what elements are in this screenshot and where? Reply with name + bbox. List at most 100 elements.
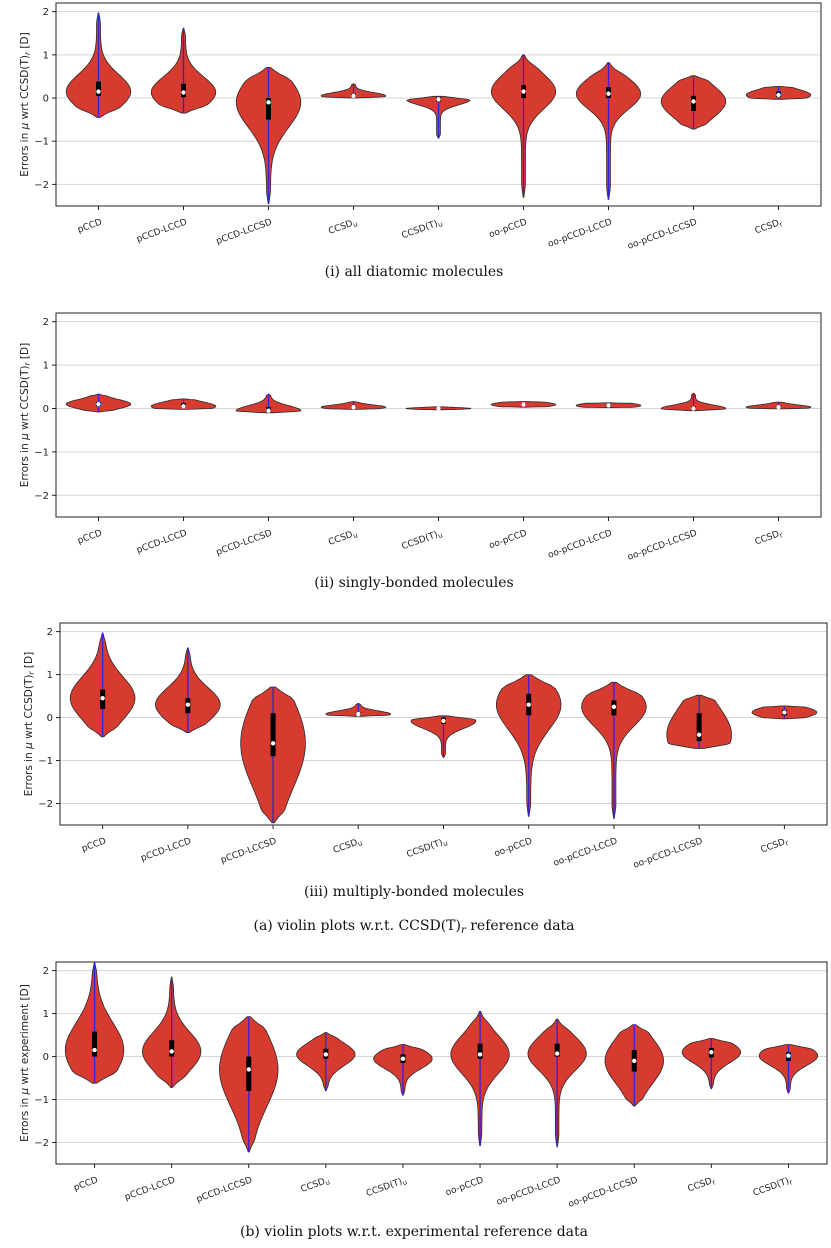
violin-median [436, 406, 441, 411]
x-tick-label: CCSD(T)u [400, 217, 443, 242]
x-tick-label: pCCD [76, 528, 103, 546]
violin-median [181, 90, 186, 95]
violin-chart-1: −2 −1 0 1 2 Errors in μ wrt CCSD(T)r [D] pCCD p… [19, 2, 822, 252]
x-tick-label: oo-pCCD [493, 836, 534, 859]
violin-median [356, 711, 361, 717]
x-tick-label: pCCD-LCCSD [220, 836, 279, 865]
violin-median [521, 402, 526, 407]
x-tick-label: CCSD(T)r [752, 1175, 794, 1199]
x-tick-label: oo-pCCD-LCCD [547, 528, 614, 560]
violin-median [96, 401, 101, 407]
violin-median [696, 732, 702, 737]
y-tick-label: 1 [47, 670, 53, 681]
violin-median [691, 406, 696, 411]
x-tick-label: pCCD [76, 217, 103, 235]
plot-frame [55, 961, 828, 1165]
violin-median [606, 403, 611, 408]
caption-panel-b: (b) violin plots w.r.t. experimental ref… [240, 1224, 588, 1240]
y-tick-label: 2 [47, 627, 53, 638]
x-tick-label: pCCD-LCCD [123, 1175, 176, 1203]
violin-median [554, 1051, 560, 1056]
violin-median [691, 99, 696, 104]
y-tick-label: 0 [47, 713, 53, 724]
violin-median [782, 710, 787, 715]
x-tick-label: oo-pCCD-LCCD [552, 836, 619, 868]
x-tick-label: oo-pCCD [444, 1175, 485, 1198]
x-tick-label: oo-pCCD-LCCSD [567, 1175, 639, 1209]
x-tick-label: CCSD(T)u [365, 1175, 408, 1200]
violin-median [400, 1056, 406, 1061]
y-tick-label: −1 [34, 137, 49, 148]
violin-median [776, 92, 781, 98]
x-tick-label: oo-pCCD [488, 217, 529, 240]
x-tick-label: CCSDu [327, 528, 359, 548]
violin-chart-2: −2 −1 0 1 2 Errors in μ wrt CCSD(T)r [D] pCCD p… [19, 312, 822, 563]
violin-median [521, 89, 526, 94]
violin-median [100, 696, 105, 701]
x-tick-label: oo-pCCD-LCCD [495, 1175, 562, 1207]
y-tick-label: 1 [43, 361, 49, 372]
x-tick-label: pCCD-LCCD [135, 528, 188, 556]
violin-median [351, 404, 356, 410]
x-tick-label: CCSDu [327, 217, 359, 237]
y-tick-label: 1 [43, 50, 49, 61]
x-tick-label: pCCD-LCCSD [215, 528, 274, 557]
y-tick-label: −2 [34, 1138, 49, 1149]
x-tick-label: pCCD-LCCSD [195, 1175, 254, 1204]
y-axis-label: Errors in μ wrt CCSD(T)r [D] [19, 32, 32, 176]
violin-median [92, 1047, 97, 1053]
y-axis-label: Errors in μ wrt CCSD(T)r [D] [19, 343, 32, 487]
x-tick-label: pCCD-LCCSD [215, 217, 274, 246]
x-tick-label: pCCD-LCCD [135, 217, 188, 245]
violin-median [606, 91, 611, 96]
violin-median [185, 702, 191, 707]
x-tick-label: pCCD [72, 1175, 99, 1193]
violin-median [526, 702, 531, 707]
x-tick-label: CCSDr [754, 528, 784, 548]
caption-panel-iii: (iii) multiply-bonded molecules [304, 884, 524, 900]
x-tick-label: CCSDu [300, 1175, 332, 1195]
violin-median [266, 100, 271, 105]
y-axis-label: Errors in μ wrt CCSD(T)r [D] [23, 652, 36, 796]
caption-panel-i: (i) all diatomic molecules [325, 264, 504, 280]
plot-frame [55, 312, 822, 518]
violin-median [776, 404, 781, 410]
y-tick-label: 2 [43, 7, 49, 18]
y-tick-label: −1 [34, 1095, 49, 1106]
violin-median [351, 93, 356, 99]
x-tick-label: CCSD(T)u [405, 836, 448, 861]
violin-median [477, 1052, 483, 1057]
violin-median [786, 1053, 791, 1058]
violin-median [709, 1050, 714, 1055]
x-tick-label: CCSDr [687, 1175, 717, 1195]
x-tick-label: oo-pCCD-LCCSD [632, 836, 704, 870]
x-tick-label: oo-pCCD [488, 528, 529, 551]
y-axis-label: Errors in μ wrt experiment [D] [19, 984, 31, 1142]
y-tick-label: 2 [43, 966, 49, 977]
y-tick-label: 0 [43, 404, 49, 415]
x-tick-label: CCSDr [754, 217, 784, 237]
y-tick-label: −2 [38, 799, 53, 810]
caption-group-a: (a) violin plots w.r.t. CCSD(T)r referen… [253, 918, 574, 936]
violin-median [611, 704, 617, 710]
violin-median [270, 741, 276, 746]
caption-panel-ii: (ii) singly-bonded molecules [314, 575, 513, 591]
y-tick-label: −2 [34, 180, 49, 191]
x-tick-label: pCCD [81, 836, 108, 854]
y-tick-label: 0 [43, 94, 49, 105]
violin-median [436, 97, 441, 102]
x-tick-label: pCCD-LCCD [140, 836, 193, 864]
x-tick-label: oo-pCCD-LCCSD [626, 528, 698, 562]
violin-median [181, 404, 186, 409]
y-tick-label: 0 [43, 1052, 49, 1063]
y-tick-label: 1 [43, 1009, 49, 1020]
violin-median [441, 718, 446, 724]
y-tick-label: −1 [34, 447, 49, 458]
violin-median [323, 1052, 329, 1057]
violin-median [632, 1058, 637, 1064]
y-tick-label: −2 [34, 491, 49, 502]
y-tick-label: −1 [38, 756, 53, 767]
violin-chart-4: −2 −1 0 1 2 Errors in μ wrt experiment [D] pCC… [19, 961, 828, 1210]
x-tick-label: CCSDu [332, 836, 364, 856]
